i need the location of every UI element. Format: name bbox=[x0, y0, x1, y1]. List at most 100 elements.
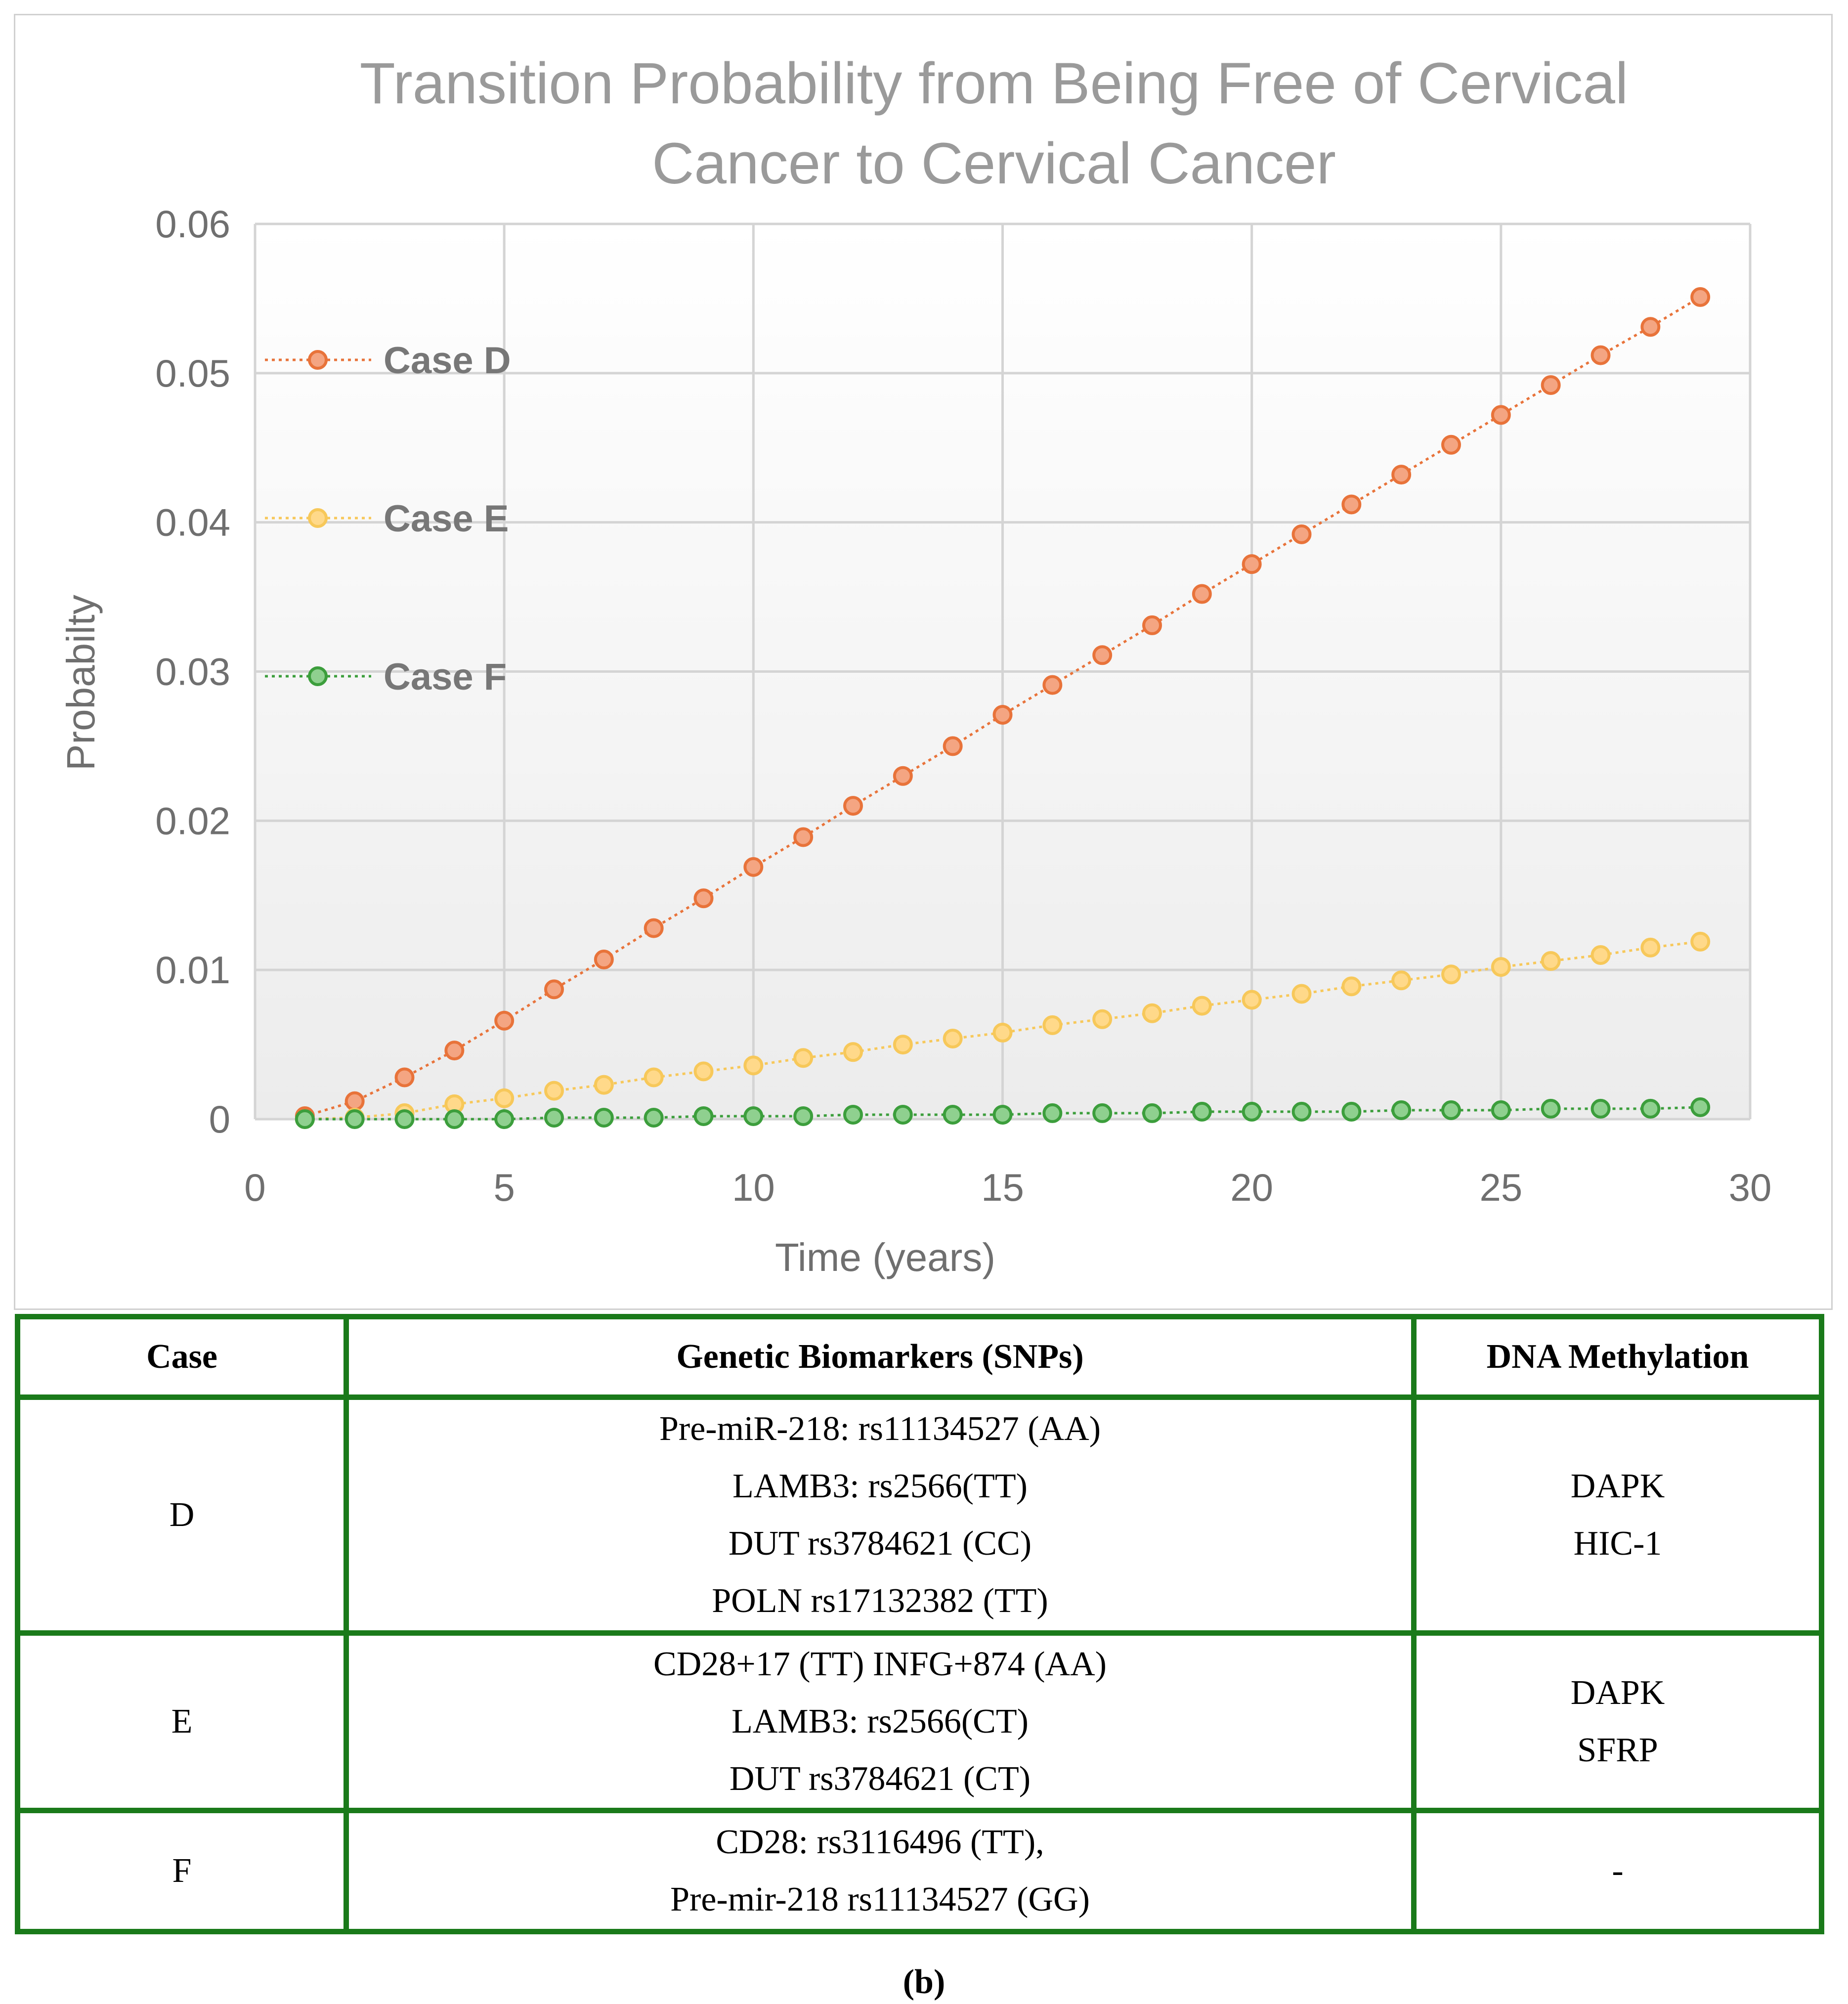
data-point bbox=[1092, 1009, 1113, 1029]
methylation-line: DAPK bbox=[1570, 1674, 1665, 1712]
series-line bbox=[304, 1106, 1701, 1121]
methylation-line: HIC-1 bbox=[1573, 1525, 1662, 1563]
data-point bbox=[1192, 1101, 1212, 1122]
data-point bbox=[1690, 1097, 1711, 1117]
snp-line: LAMB3: rs2566(TT) bbox=[732, 1467, 1028, 1505]
data-point bbox=[544, 1081, 564, 1101]
data-point bbox=[893, 1035, 913, 1055]
snp-line: DUT rs3784621 (CT) bbox=[729, 1760, 1031, 1798]
snp-line: Pre-miR-218: rs11134527 (AA) bbox=[659, 1410, 1101, 1448]
legend-marker bbox=[308, 350, 328, 370]
data-point bbox=[743, 1055, 764, 1076]
legend-marker bbox=[308, 666, 328, 686]
snps-cell: Pre-miR-218: rs11134527 (AA) LAMB3: rs25… bbox=[344, 1394, 1417, 1636]
data-point bbox=[943, 1104, 963, 1125]
data-point bbox=[1092, 645, 1113, 665]
case-cell: D bbox=[15, 1394, 349, 1636]
data-point bbox=[693, 1106, 714, 1126]
data-point bbox=[843, 1042, 863, 1062]
data-point bbox=[1291, 984, 1312, 1004]
data-point bbox=[1341, 976, 1362, 997]
series-case-f bbox=[295, 1097, 1711, 1129]
data-point bbox=[594, 950, 614, 970]
data-point bbox=[394, 1067, 415, 1088]
data-point bbox=[1590, 1098, 1611, 1119]
y-tick-label: 0.04 bbox=[155, 501, 230, 544]
data-point bbox=[1192, 584, 1212, 604]
y-tick-label: 0 bbox=[209, 1097, 230, 1141]
line-chart: Transition Probability from Being Free o… bbox=[59, 51, 1771, 1279]
methylation-cell: - bbox=[1411, 1808, 1824, 1934]
data-point bbox=[992, 1022, 1013, 1043]
data-point bbox=[1242, 1101, 1262, 1122]
y-tick-label: 0.01 bbox=[155, 948, 230, 992]
data-point bbox=[1590, 945, 1611, 965]
snps-cell: CD28+17 (TT) INFG+874 (AA) LAMB3: rs2566… bbox=[344, 1630, 1417, 1813]
snps-cell: CD28: rs3116496 (TT), Pre-mir-218 rs1113… bbox=[344, 1808, 1417, 1934]
data-point bbox=[793, 1106, 814, 1126]
header-methylation: DNA Methylation bbox=[1411, 1314, 1824, 1400]
data-point bbox=[344, 1109, 365, 1129]
series-case-e bbox=[295, 931, 1711, 1129]
data-point bbox=[1042, 1015, 1063, 1035]
methylation-line: SFRP bbox=[1577, 1731, 1658, 1769]
data-point bbox=[1690, 931, 1711, 952]
data-point bbox=[893, 1104, 913, 1125]
x-tick-label: 5 bbox=[493, 1166, 515, 1209]
legend-item: Case D bbox=[265, 340, 511, 382]
gridlines bbox=[254, 222, 1752, 1121]
methylation-cell: DAPK HIC-1 bbox=[1411, 1394, 1824, 1636]
x-tick-labels: 0 5 10 15 20 25 30 bbox=[244, 1166, 1771, 1209]
y-tick-label: 0.05 bbox=[155, 351, 230, 395]
x-tick-label: 20 bbox=[1230, 1166, 1273, 1209]
data-point bbox=[693, 888, 714, 909]
x-tick-label: 0 bbox=[244, 1166, 265, 1209]
data-point bbox=[1640, 937, 1661, 958]
legend-item: Case E bbox=[265, 498, 509, 540]
snp-line: DUT rs3784621 (CC) bbox=[728, 1525, 1032, 1563]
data-point bbox=[1441, 964, 1461, 985]
snp-line: CD28+17 (TT) INFG+874 (AA) bbox=[653, 1645, 1107, 1683]
biomarker-table: Case Genetic Biomarkers (SNPs) DNA Methy… bbox=[15, 1314, 1824, 1934]
legend-item: Case F bbox=[265, 656, 507, 698]
data-point bbox=[793, 1048, 814, 1068]
data-point bbox=[1092, 1103, 1113, 1123]
data-point bbox=[1441, 1100, 1461, 1120]
data-point bbox=[843, 796, 863, 816]
data-point bbox=[1042, 1103, 1063, 1123]
data-point bbox=[992, 705, 1013, 725]
data-point bbox=[1291, 1101, 1312, 1122]
table-row: F CD28: rs3116496 (TT), Pre-mir-218 rs11… bbox=[15, 1808, 1824, 1934]
data-point bbox=[594, 1075, 614, 1095]
data-point bbox=[444, 1109, 465, 1129]
data-point bbox=[1391, 465, 1412, 485]
data-point bbox=[693, 1061, 714, 1082]
data-point bbox=[444, 1041, 465, 1061]
data-point bbox=[394, 1109, 415, 1129]
series-case-d bbox=[295, 287, 1711, 1126]
data-point bbox=[644, 1107, 664, 1128]
header-case: Case bbox=[15, 1314, 349, 1400]
data-point bbox=[1491, 957, 1511, 977]
data-point bbox=[1491, 405, 1511, 425]
data-point bbox=[743, 1106, 764, 1126]
data-point bbox=[1541, 1098, 1561, 1119]
y-axis-title: Probabilty bbox=[59, 595, 103, 771]
legend: Case D Case E Case F bbox=[265, 340, 511, 698]
data-point bbox=[992, 1104, 1013, 1125]
chart-title: Transition Probability from Being Free o… bbox=[360, 51, 1628, 196]
chart-title-line: Transition Probability from Being Free o… bbox=[360, 51, 1628, 116]
header-snps: Genetic Biomarkers (SNPs) bbox=[344, 1314, 1417, 1400]
case-cell: F bbox=[15, 1808, 349, 1934]
snp-line: CD28: rs3116496 (TT), bbox=[716, 1823, 1044, 1861]
legend-label: Case D bbox=[384, 340, 511, 382]
data-point bbox=[1391, 970, 1412, 991]
x-tick-label: 15 bbox=[981, 1166, 1024, 1209]
data-point bbox=[1142, 615, 1162, 635]
series-line bbox=[304, 296, 1701, 1118]
data-point bbox=[644, 1067, 664, 1088]
data-point bbox=[1142, 1103, 1162, 1123]
data-point bbox=[1242, 554, 1262, 574]
data-point bbox=[644, 918, 664, 938]
data-point bbox=[893, 766, 913, 786]
